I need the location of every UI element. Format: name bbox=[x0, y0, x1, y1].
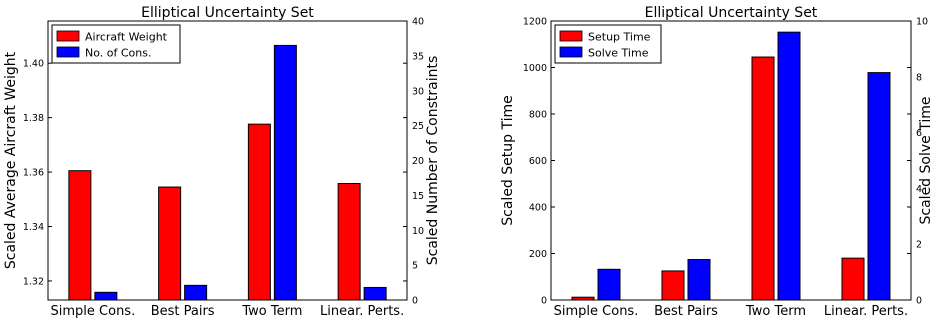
legend-label: Solve Time bbox=[588, 47, 649, 60]
legend-label: No. of Cons. bbox=[85, 47, 151, 60]
bar-left-series bbox=[158, 186, 182, 301]
right-tick-label: 10 bbox=[916, 17, 928, 28]
legend-swatch bbox=[559, 30, 583, 42]
bar-right-series bbox=[777, 31, 801, 301]
left-tick-label: 1.38 bbox=[23, 113, 44, 124]
bar-right-series bbox=[273, 44, 297, 301]
category-label: Simple Cons. bbox=[554, 304, 639, 319]
bar-left-series bbox=[661, 270, 685, 301]
category-label: Simple Cons. bbox=[51, 304, 136, 319]
bar-right-series bbox=[867, 72, 891, 301]
bar-right-series bbox=[687, 259, 711, 301]
right-tick-label: 40 bbox=[412, 17, 424, 28]
legend-swatch bbox=[56, 30, 80, 42]
right-tick-label: 15 bbox=[412, 191, 424, 202]
category-label: Best Pairs bbox=[654, 304, 718, 319]
right-tick-label: 25 bbox=[412, 121, 424, 132]
y-axis-label-right: Scaled Number of Constraints bbox=[425, 56, 441, 266]
chart-1: Elliptical Uncertainty Set 1.32 1.34 1.36 1.… bbox=[3, 5, 441, 319]
bar-left-series bbox=[68, 170, 92, 301]
chart-2: Elliptical Uncertainty Set 0 200 400 600 800 1… bbox=[500, 5, 934, 319]
legend-swatch bbox=[56, 46, 80, 58]
plot-area bbox=[47, 20, 408, 301]
legend-swatch bbox=[559, 46, 583, 58]
right-tick-label: 8 bbox=[916, 72, 922, 83]
left-tick-label: 400 bbox=[529, 203, 547, 214]
left-tick-label: 1.36 bbox=[23, 168, 44, 179]
bar-left-series bbox=[337, 183, 361, 301]
chart-title: Elliptical Uncertainty Set bbox=[141, 5, 314, 21]
right-tick-label: 30 bbox=[412, 86, 424, 97]
right-tick-label: 0 bbox=[916, 296, 922, 307]
bar-right-series bbox=[184, 284, 208, 301]
left-tick-label: 1.32 bbox=[23, 276, 44, 287]
y-axis-label-right: Scaled Solve Time bbox=[918, 97, 934, 225]
right-tick-label: 20 bbox=[412, 156, 424, 167]
right-tick-label: 5 bbox=[412, 261, 418, 272]
left-tick-label: 1.34 bbox=[23, 222, 44, 233]
category-label: Best Pairs bbox=[151, 304, 215, 319]
right-tick-label: 0 bbox=[412, 296, 418, 307]
bar-right-series bbox=[94, 291, 118, 301]
y-axis-label: Scaled Setup Time bbox=[500, 95, 516, 225]
legend-label: Setup Time bbox=[588, 31, 651, 44]
left-tick-label: 1000 bbox=[523, 63, 547, 74]
category-label: Linear. Perts. bbox=[824, 304, 908, 319]
left-tick-label: 200 bbox=[529, 249, 547, 260]
left-tick-label: 1.40 bbox=[23, 59, 44, 70]
bar-left-series bbox=[247, 123, 271, 301]
left-tick-label: 1200 bbox=[523, 17, 547, 28]
bar-left-series bbox=[751, 56, 775, 301]
right-tick-label: 10 bbox=[412, 226, 424, 237]
left-tick-label: 0 bbox=[541, 296, 547, 307]
y-axis-label: Scaled Average Aircraft Weight bbox=[3, 51, 19, 269]
right-tick-label: 35 bbox=[412, 51, 424, 62]
category-label: Linear. Perts. bbox=[320, 304, 404, 319]
left-tick-label: 600 bbox=[529, 156, 547, 167]
category-label: Two Term bbox=[241, 304, 302, 319]
bar-right-series bbox=[363, 286, 387, 301]
category-label: Two Term bbox=[745, 304, 806, 319]
right-tick-label: 4 bbox=[916, 184, 922, 195]
chart-title: Elliptical Uncertainty Set bbox=[645, 5, 818, 21]
bar-right-series bbox=[597, 268, 621, 301]
right-tick-label: 6 bbox=[916, 128, 922, 139]
left-tick-label: 800 bbox=[529, 110, 547, 121]
legend-label: Aircraft Weight bbox=[85, 31, 168, 44]
right-tick-label: 2 bbox=[916, 240, 922, 251]
bar-left-series bbox=[841, 257, 865, 301]
